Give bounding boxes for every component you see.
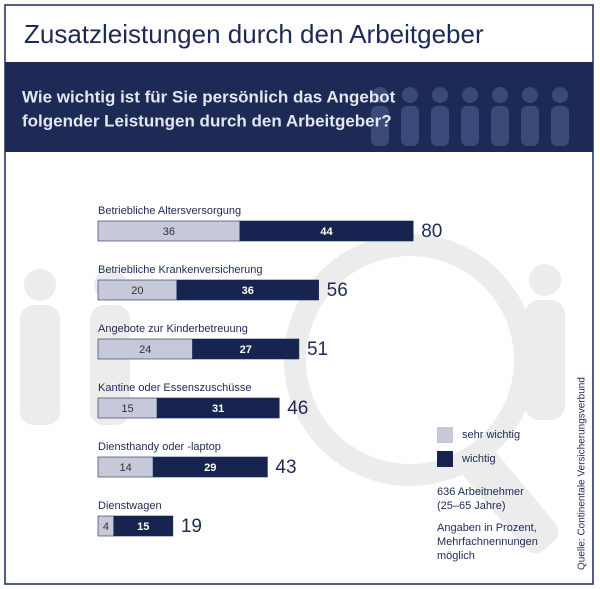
value-label: 14 [119, 462, 131, 474]
bar-segment [176, 279, 319, 301]
category-label: Kantine oder Essenszuschüsse [98, 382, 251, 394]
chart-title: Zusatzleistungen durch den Arbeitgeber [24, 19, 484, 49]
value-label: 36 [163, 226, 175, 238]
legend-swatch [437, 451, 453, 467]
total-label: 19 [181, 516, 202, 537]
value-label: 4 [103, 521, 109, 533]
value-label: 15 [137, 521, 149, 533]
total-label: 51 [307, 339, 328, 360]
bar-segment [192, 338, 300, 360]
category-label: Betriebliche Krankenversicherung [98, 264, 262, 276]
value-label: 36 [242, 285, 254, 297]
value-label: 24 [139, 344, 151, 356]
total-label: 56 [327, 280, 348, 301]
category-label: Angebote zur Kinderbetreuung [98, 323, 248, 335]
total-label: 46 [287, 398, 308, 419]
total-label: 43 [275, 457, 296, 478]
note: möglich [437, 550, 475, 562]
value-label: 20 [131, 285, 143, 297]
note: Mehrfachnennungen [437, 536, 538, 548]
note: 636 Arbeitnehmer [437, 486, 524, 498]
value-label: 31 [212, 403, 224, 415]
value-label: 44 [320, 226, 333, 238]
legend-swatch [437, 427, 453, 443]
background-figures [20, 234, 565, 554]
bar-segment [239, 220, 414, 242]
value-label: 15 [121, 403, 133, 415]
bar-segment [152, 456, 268, 478]
note: (25–65 Jahre) [437, 500, 506, 512]
legend-label: sehr wichtig [462, 429, 520, 441]
category-label: Betriebliche Altersversorgung [98, 205, 241, 217]
value-label: 27 [240, 344, 252, 356]
legend-label: wichtig [461, 453, 496, 465]
total-label: 80 [421, 221, 442, 242]
bar-segment [113, 515, 174, 537]
source: Quelle: Continentale Versicherungsverbun… [577, 377, 588, 570]
subtitle: Wie wichtig ist für Sie persönlich das A… [22, 87, 396, 106]
subtitle: folgender Leistungen durch den Arbeitgeb… [22, 111, 392, 130]
note: Angaben in Prozent, [437, 522, 537, 534]
bar-segment [156, 397, 280, 419]
value-label: 29 [204, 462, 216, 474]
banner-figures [371, 87, 569, 146]
category-label: Diensthandy oder -laptop [98, 441, 221, 453]
category-label: Dienstwagen [98, 500, 162, 512]
